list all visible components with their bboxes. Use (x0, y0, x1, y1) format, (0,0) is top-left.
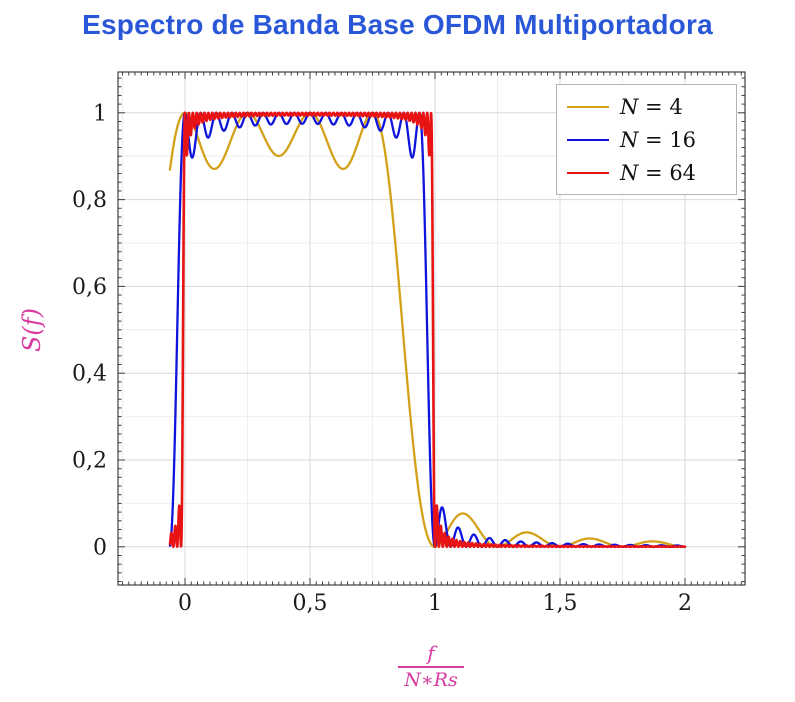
y-tick-label: 0,8 (72, 188, 107, 213)
x-tick-label: 0 (178, 591, 192, 616)
legend-item: N = 16 (567, 123, 726, 156)
chart-title: Espectro de Banda Base OFDM Multiportado… (82, 9, 713, 40)
series-line-N-16 (168, 111, 687, 548)
legend: N = 4 N = 16 N = 64 (556, 84, 737, 195)
legend-label: N = 64 (620, 160, 697, 185)
fraction-bar-line (398, 666, 464, 668)
legend-label: N = 16 (620, 127, 697, 152)
legend-item: N = 4 (567, 90, 726, 123)
series-line-N-64 (168, 111, 687, 549)
series-line-N-4 (168, 111, 687, 548)
legend-item: N = 64 (567, 156, 726, 189)
x-tick-label: 2 (678, 591, 692, 616)
legend-label: N = 4 (620, 94, 683, 119)
y-tick-label: 0,2 (72, 449, 107, 474)
y-tick-label: 0,6 (72, 275, 107, 300)
legend-swatch (567, 138, 609, 141)
x-axis-label-denominator: N∗Rs (404, 668, 458, 691)
y-tick-label: 1 (93, 101, 107, 126)
x-tick-label: 0,5 (293, 591, 328, 616)
y-tick-label: 0,4 (72, 362, 107, 387)
x-tick-label: 1 (428, 591, 442, 616)
legend-swatch (567, 105, 609, 108)
x-axis-label: f N∗Rs (392, 643, 470, 690)
y-tick-label: 0 (93, 535, 107, 560)
plot-frame (117, 71, 746, 586)
y-axis-label: S(f) (18, 307, 46, 353)
x-axis-label-numerator: f (427, 641, 435, 665)
x-tick-label: 1,5 (543, 591, 578, 616)
legend-swatch (567, 171, 609, 174)
